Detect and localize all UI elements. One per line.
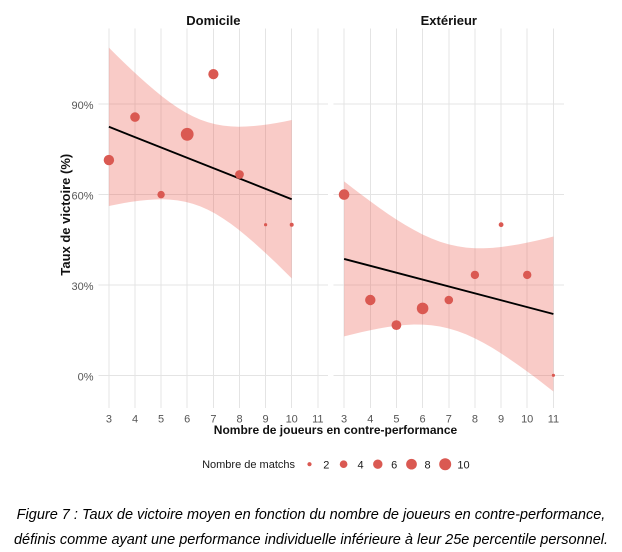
svg-text:0%: 0% [78,371,94,383]
svg-text:10: 10 [457,459,469,471]
svg-text:10: 10 [521,414,533,426]
svg-text:Taux de victoire (%): Taux de victoire (%) [58,154,73,276]
svg-text:5: 5 [158,414,164,426]
svg-text:3: 3 [341,414,347,426]
svg-text:6: 6 [391,459,397,471]
svg-text:Domicile: Domicile [186,13,240,28]
svg-text:5: 5 [393,414,399,426]
svg-text:9: 9 [498,414,504,426]
svg-text:4: 4 [357,459,363,471]
svg-text:11: 11 [548,414,559,426]
svg-text:30%: 30% [71,281,93,293]
svg-text:6: 6 [184,414,190,426]
svg-text:7: 7 [210,414,216,426]
svg-text:60%: 60% [71,191,93,203]
svg-text:8: 8 [236,414,242,426]
svg-text:4: 4 [367,414,373,426]
svg-text:9: 9 [263,414,269,426]
svg-text:2: 2 [323,459,329,471]
svg-text:8: 8 [424,459,430,471]
svg-text:11: 11 [312,414,323,426]
svg-text:Nombre de matchs: Nombre de matchs [202,459,295,471]
svg-text:Nombre de joueurs en contre-pe: Nombre de joueurs en contre-performance [214,423,458,437]
svg-text:3: 3 [106,414,112,426]
svg-text:8: 8 [472,414,478,426]
svg-text:10: 10 [286,414,298,426]
svg-text:7: 7 [446,414,452,426]
svg-text:Extérieur: Extérieur [421,13,477,28]
svg-text:90%: 90% [71,100,93,112]
svg-text:6: 6 [420,414,426,426]
svg-text:4: 4 [132,414,138,426]
